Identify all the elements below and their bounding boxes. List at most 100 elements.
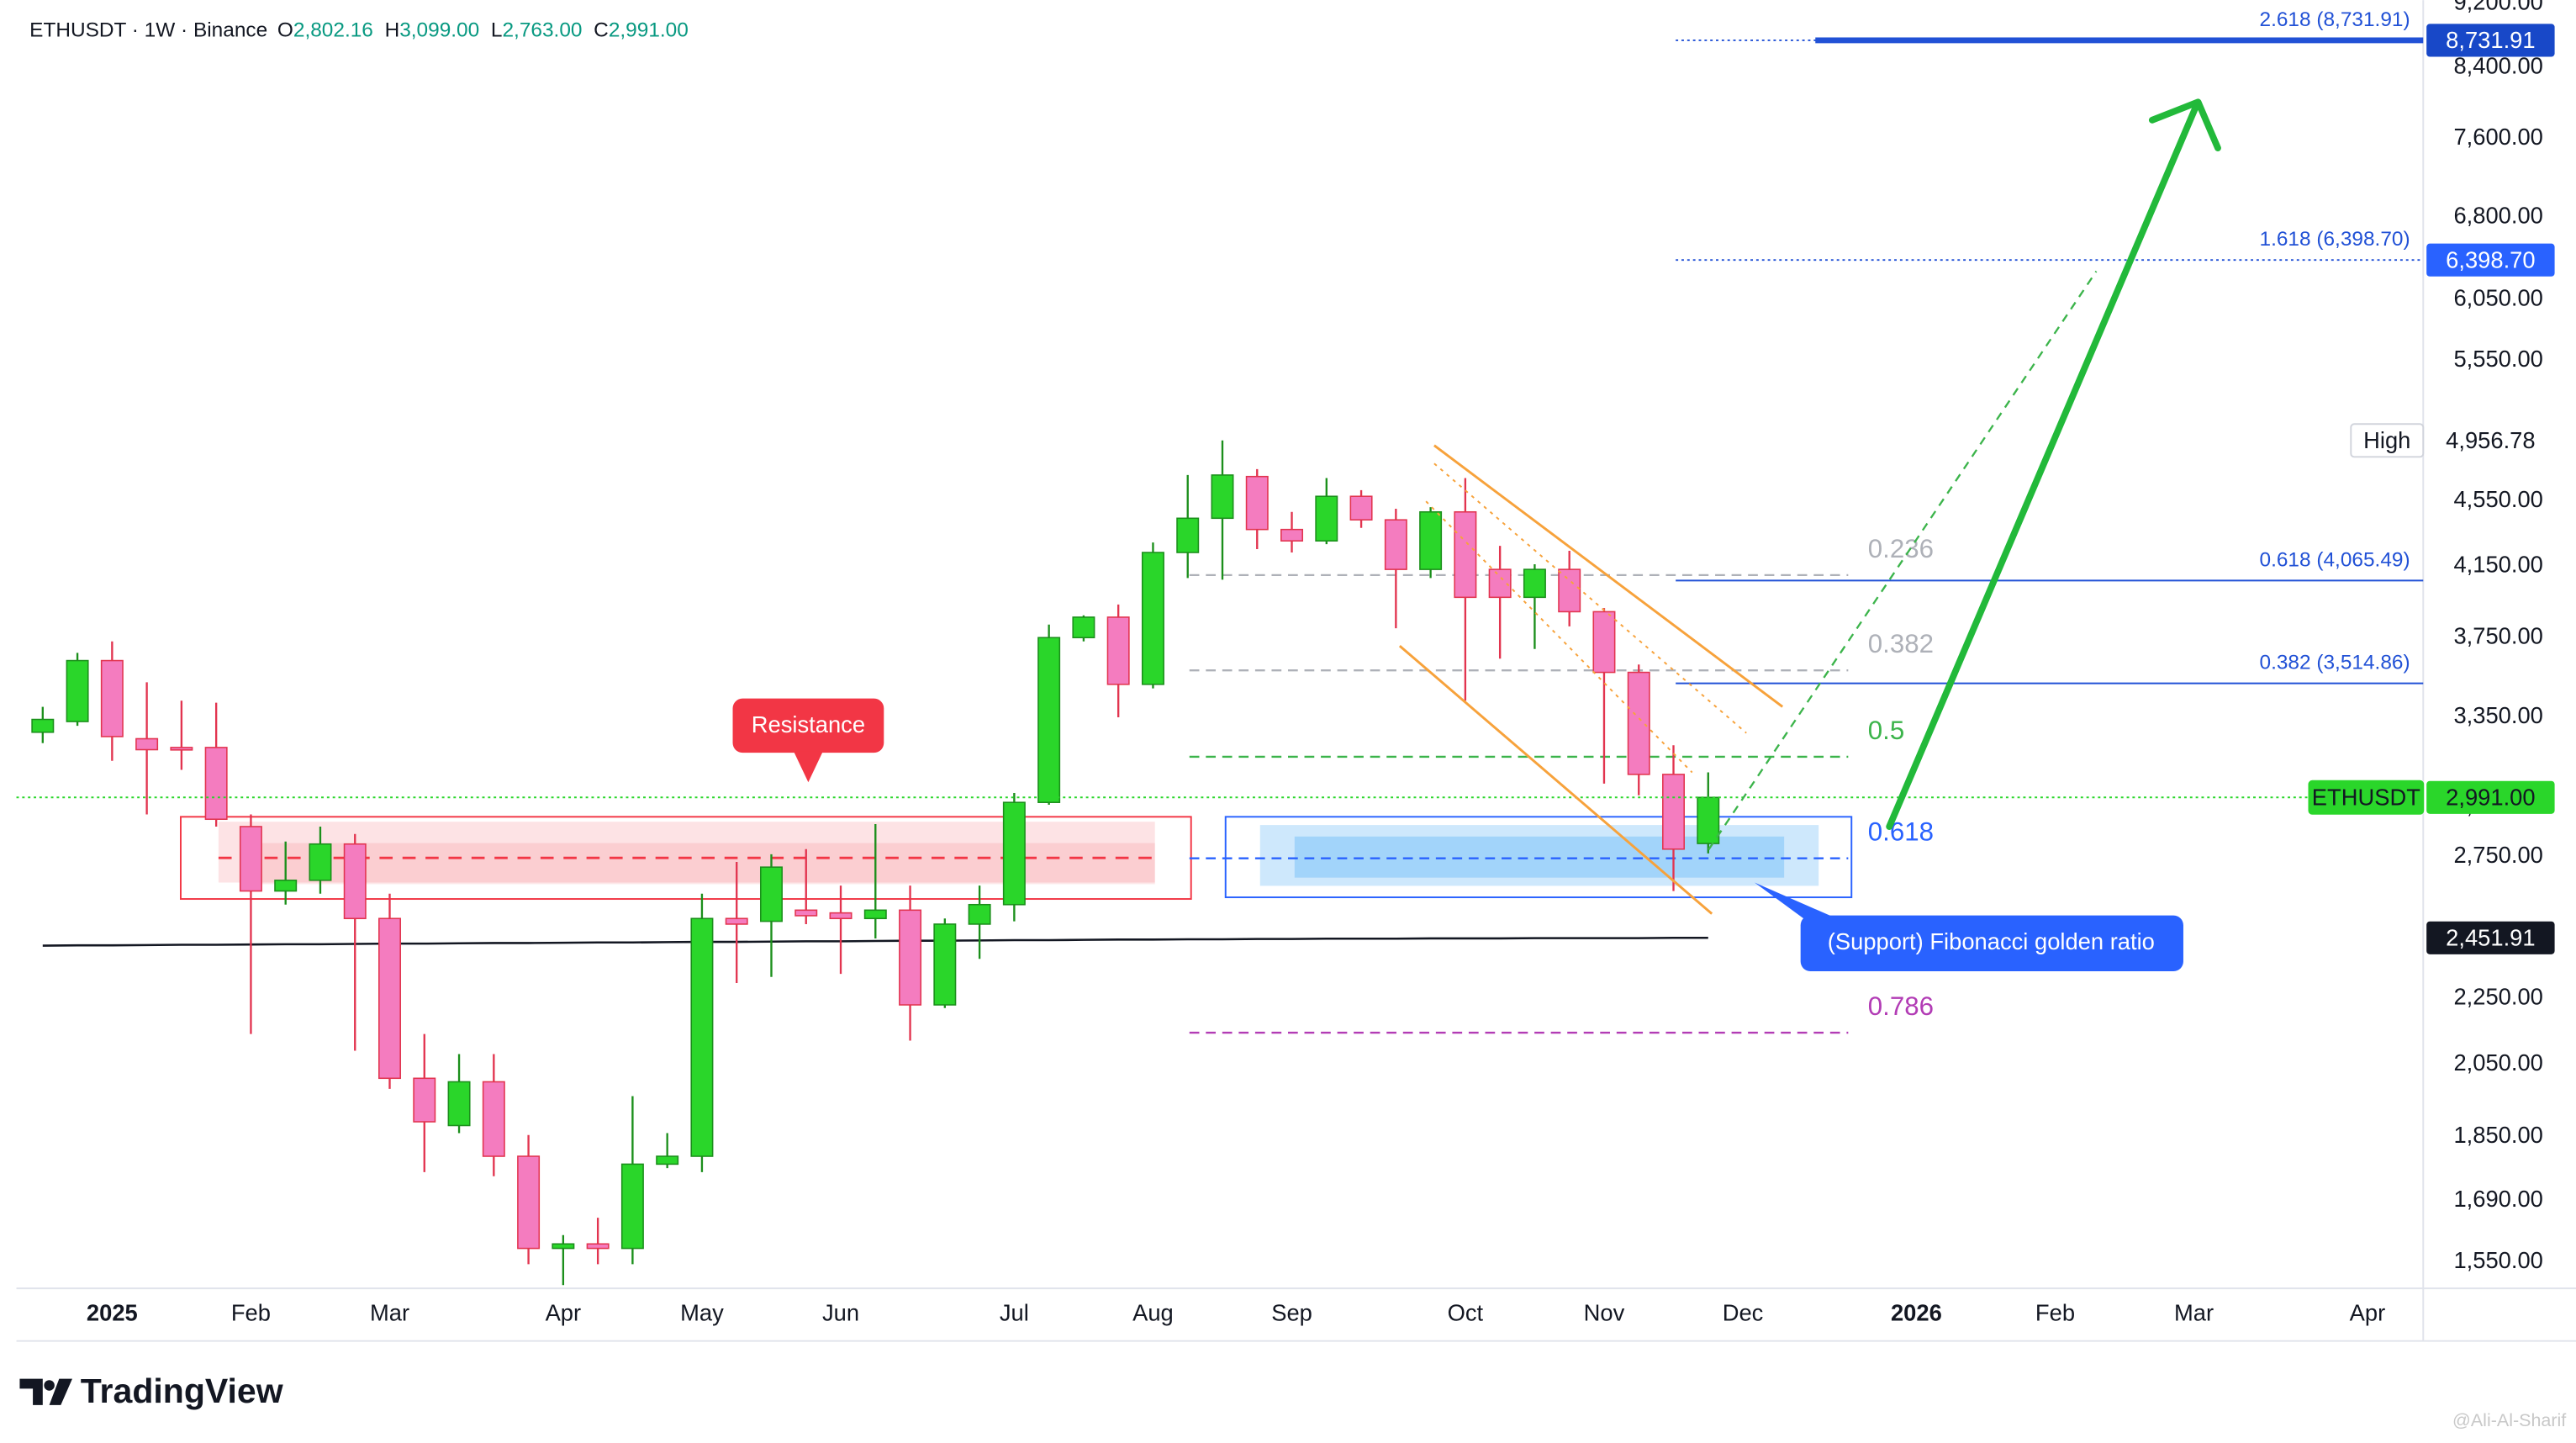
y-tick-label: 1,550.00 xyxy=(2453,1247,2542,1273)
x-tick-label: Feb xyxy=(2035,1300,2075,1326)
price-marker-box xyxy=(2426,243,2555,277)
fib-retracement-label: 0.236 xyxy=(1868,534,1934,563)
candle-body xyxy=(1072,616,1095,639)
price-marker-box xyxy=(2426,780,2555,814)
arrow-head xyxy=(2148,98,2221,151)
price-marker-name-box xyxy=(2350,423,2425,458)
fib-retracement-label: 0.382 xyxy=(1868,629,1934,658)
drawings xyxy=(1398,98,2221,915)
candle-body xyxy=(1141,552,1164,685)
x-tick-label: Jul xyxy=(1000,1300,1029,1326)
x-tick-label: Feb xyxy=(231,1300,271,1326)
price-marker-box xyxy=(2426,921,2555,954)
x-tick-label: Mar xyxy=(2174,1300,2214,1326)
candle-body xyxy=(170,747,193,751)
x-tick-label: Mar xyxy=(370,1300,409,1326)
y-tick-label: 9,200.00 xyxy=(2453,0,2542,14)
candle-body xyxy=(100,659,124,737)
candle-body xyxy=(274,880,298,892)
callout-text: (Support) Fibonacci golden ratio xyxy=(1828,928,2155,954)
x-tick-label: Apr xyxy=(2350,1300,2386,1326)
candle-body xyxy=(1176,517,1200,553)
arrow-shaft xyxy=(1886,102,2200,830)
candle-body xyxy=(933,923,957,1006)
logo-mark xyxy=(49,1378,72,1405)
candle-body xyxy=(586,1243,610,1250)
candle-body xyxy=(1349,495,1373,521)
candle-body xyxy=(239,826,262,892)
candle-body xyxy=(343,843,367,920)
candle-body xyxy=(204,747,228,821)
fib-extension-label: 0.618 (4,065.49) xyxy=(2260,548,2410,571)
channel-lower xyxy=(1398,644,1713,915)
candle-body xyxy=(1106,616,1130,685)
y-tick-label: 2,050.00 xyxy=(2453,1049,2542,1076)
candle-body xyxy=(1697,796,1720,844)
candle-body xyxy=(1627,671,1650,775)
x-tick-label: Sep xyxy=(1271,1300,1312,1326)
y-tick-label: 4,550.00 xyxy=(2453,486,2542,512)
fib-extension-label: 1.618 (6,398.70) xyxy=(2260,228,2410,251)
price-marker-label: 6,398.70 xyxy=(2446,246,2535,272)
candle-body xyxy=(135,737,159,751)
candle-body xyxy=(1558,568,1581,613)
candle-body xyxy=(725,917,748,925)
candle-body xyxy=(1662,774,1685,850)
ohlc-value: 2,802.16 xyxy=(293,19,373,42)
x-tick-label: 2025 xyxy=(87,1300,138,1326)
price-marker-label: 2,991.00 xyxy=(2446,784,2535,810)
watermark: @Ali-Al-Sharif xyxy=(2452,1410,2566,1430)
candle-body xyxy=(1002,801,1026,906)
y-tick-label: 1,690.00 xyxy=(2453,1186,2542,1212)
candle-body xyxy=(1454,510,1477,599)
x-tick-label: May xyxy=(680,1300,724,1326)
y-tick-label: 5,550.00 xyxy=(2453,346,2542,372)
ohlc-value: 3,099.00 xyxy=(399,19,479,42)
logo-dot xyxy=(44,1380,55,1391)
price-marker-label: 2,451.91 xyxy=(2446,924,2535,950)
resistance-zone-fill xyxy=(218,822,1155,883)
ohlc-key: L xyxy=(491,19,503,42)
price-marker-box xyxy=(2426,24,2555,57)
candle-body xyxy=(1280,528,1304,542)
price-marker-name-box xyxy=(2308,780,2425,815)
price-marker-label: 8,731.91 xyxy=(2446,27,2535,53)
ohlc-value: 2,991.00 xyxy=(609,19,689,42)
moving-average xyxy=(42,936,1708,947)
callout-box xyxy=(732,698,884,753)
candle-body xyxy=(656,1155,679,1166)
candle-body xyxy=(829,912,853,920)
price-axis: 9,200.00 8,400.00 7,600.00 6,800.00 6,050.00… xyxy=(87,0,2555,1326)
x-tick-label: Nov xyxy=(1584,1300,1625,1326)
y-tick-label: 3,750.00 xyxy=(2453,622,2542,648)
channel-inner-line xyxy=(1425,500,1693,774)
candle-body xyxy=(447,1081,471,1127)
support-callout: (Support) Fibonacci golden ratio xyxy=(1754,882,2183,972)
candle-body xyxy=(482,1081,505,1157)
y-tick-label: 7,600.00 xyxy=(2453,124,2542,150)
candle-body xyxy=(1245,475,1269,531)
candle-body xyxy=(31,718,55,733)
fib-retracement-label: 0.5 xyxy=(1868,716,1904,745)
price-marker-name: High xyxy=(2363,427,2410,453)
header-bg xyxy=(16,6,723,53)
y-tick-label: 2,750.00 xyxy=(2453,842,2542,868)
candle-body xyxy=(309,843,332,881)
candle-body xyxy=(1384,519,1407,570)
x-tick-label: Aug xyxy=(1132,1300,1174,1326)
candle-body xyxy=(1523,568,1546,599)
ohlc-value: 2,763.00 xyxy=(502,19,582,42)
candle-body xyxy=(1211,474,1234,520)
candle-body xyxy=(413,1077,436,1123)
resistance-callout: Resistance xyxy=(732,698,884,783)
y-tick-label: 6,050.00 xyxy=(2453,285,2542,311)
candle-body xyxy=(968,903,991,925)
header: ETHUSDT · 1W · Binance O2,802.16 H3,099.00… xyxy=(29,19,689,42)
channel-inner-line xyxy=(1433,462,1747,734)
candle-body xyxy=(552,1243,575,1250)
projection-line xyxy=(1708,270,2098,851)
fib-extension-label: 0.382 (3,514.86) xyxy=(2260,652,2410,674)
